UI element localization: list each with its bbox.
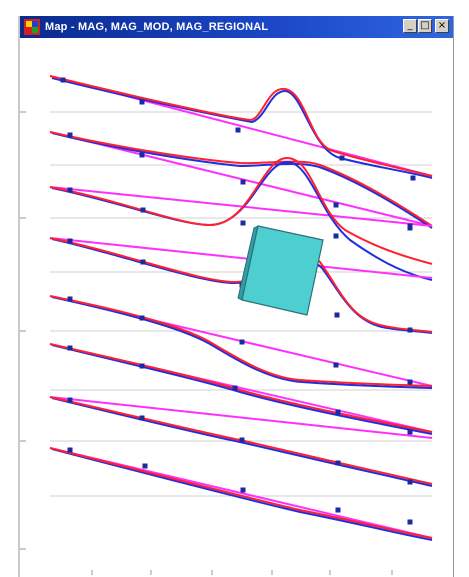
station-marker [60, 77, 66, 83]
station-marker [335, 409, 341, 415]
title-bar[interactable]: Map - MAG, MAG_MOD, MAG_REGIONAL _ □ × [20, 16, 453, 38]
station-marker [67, 187, 73, 193]
station-marker [407, 429, 413, 435]
station-marker [67, 296, 73, 302]
mag-line [51, 344, 433, 435]
station-marker [339, 155, 345, 161]
station-marker [139, 152, 145, 158]
station-marker [235, 127, 241, 133]
station-marker [232, 385, 238, 391]
mag-regional-line [49, 396, 433, 439]
station-marker [407, 519, 413, 525]
station-marker [140, 259, 146, 265]
minimize-icon[interactable]: _ [403, 19, 417, 33]
mag-line [51, 448, 433, 541]
mag-mod-line [49, 295, 433, 387]
station-marker [142, 463, 148, 469]
station-marker [335, 507, 341, 513]
station-marker [139, 363, 145, 369]
station-marker [67, 397, 73, 403]
station-marker [410, 175, 416, 181]
window-title: Map - MAG, MAG_MOD, MAG_REGIONAL [45, 21, 269, 33]
station-marker [67, 447, 73, 453]
station-marker [239, 437, 245, 443]
station-marker [407, 223, 413, 229]
station-marker [240, 487, 246, 493]
mag-line [51, 77, 433, 179]
profile-plot[interactable] [20, 38, 453, 577]
window-controls: _ □ × [403, 19, 449, 33]
mag-line [51, 296, 433, 389]
station-marker [334, 312, 340, 318]
mag-mod-line [49, 447, 433, 539]
station-marker [139, 99, 145, 105]
map-app-icon [24, 19, 40, 35]
station-marker [333, 362, 339, 368]
mag-regional-line [49, 237, 433, 279]
station-marker [240, 220, 246, 226]
station-marker [67, 238, 73, 244]
mag-mod-line [49, 343, 433, 433]
station-marker [239, 339, 245, 345]
station-marker [139, 415, 145, 421]
station-marker [407, 479, 413, 485]
mag-regional-line [49, 131, 433, 227]
station-marker [139, 315, 145, 321]
mag-mod-line [49, 75, 433, 177]
close-icon[interactable]: × [435, 19, 449, 33]
station-marker [67, 345, 73, 351]
station-marker [140, 207, 146, 213]
station-marker [407, 327, 413, 333]
station-marker [240, 179, 246, 185]
mag-mod-line [49, 156, 433, 265]
maximize-icon[interactable]: □ [418, 19, 432, 33]
map-window: Map - MAG, MAG_MOD, MAG_REGIONAL _ □ × [18, 16, 454, 577]
station-marker [333, 202, 339, 208]
station-marker [333, 233, 339, 239]
mag-regional-line [49, 186, 433, 227]
station-marker [407, 379, 413, 385]
source-body [241, 225, 324, 316]
station-marker [67, 132, 73, 138]
station-marker [335, 460, 341, 466]
